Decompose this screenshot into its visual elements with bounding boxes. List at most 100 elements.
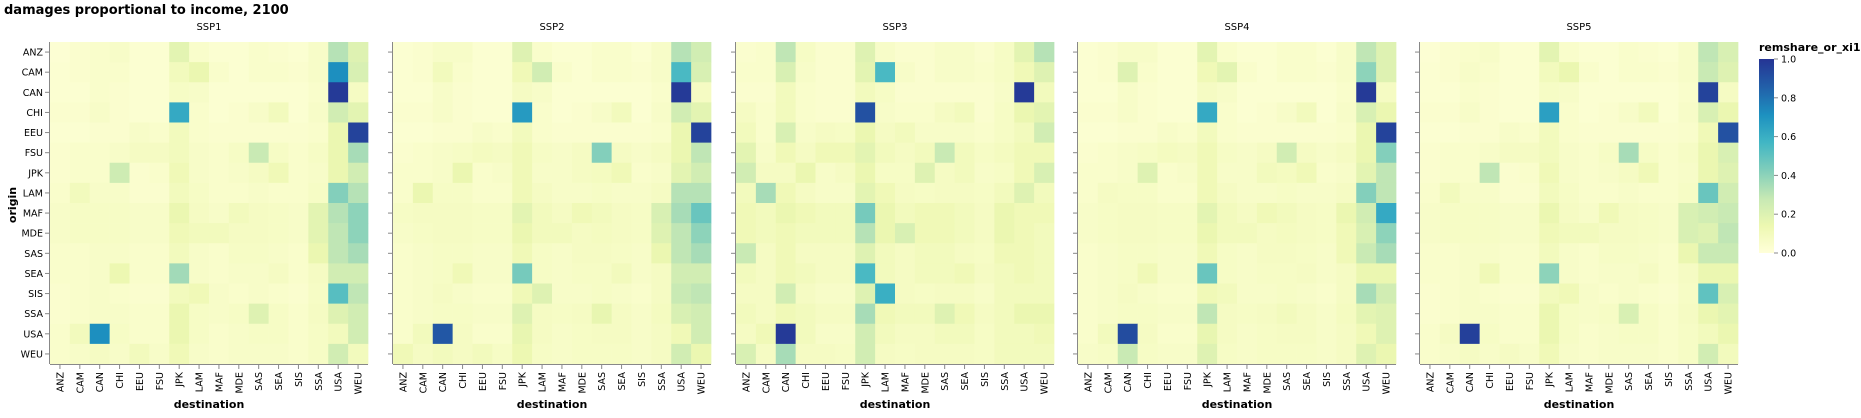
heatmap-cell (169, 283, 190, 304)
heatmap-cell (209, 323, 230, 345)
heatmap-cell (895, 182, 916, 204)
heatmap-cell (1718, 82, 1739, 103)
x-tick-label: USA (1704, 372, 1715, 392)
heatmap-cell (288, 102, 309, 123)
heatmap-cell (209, 82, 230, 103)
heatmap-cell (348, 303, 369, 325)
heatmap-cell (1097, 243, 1119, 264)
heatmap-cell (691, 283, 712, 304)
heatmap-cell (1276, 122, 1297, 143)
heatmap-cell (308, 243, 329, 264)
heatmap-cell (50, 343, 71, 365)
heatmap-cell (974, 303, 995, 325)
heatmap-cell (492, 162, 513, 184)
heatmap-cell (472, 303, 493, 325)
heatmap-cell (1479, 323, 1500, 345)
x-tick-label: SIS (1322, 372, 1333, 387)
heatmap-cell (552, 42, 573, 63)
heatmap-cell (934, 243, 955, 264)
heatmap-cell (1698, 303, 1719, 325)
heatmap-cell (492, 82, 513, 103)
heatmap-cell (835, 62, 856, 83)
heatmap-cell (1256, 122, 1278, 143)
heatmap-cell (1276, 223, 1297, 244)
heatmap-cell (552, 343, 573, 365)
heatmap-cell (328, 142, 349, 164)
heatmap-cell (611, 223, 632, 244)
heatmap-cell (1376, 102, 1397, 123)
heatmap-cell (552, 243, 573, 264)
heatmap-cell (512, 102, 533, 123)
x-tick-label: FSU (155, 372, 166, 390)
heatmap-cell (1519, 243, 1540, 264)
x-tick-label: CAM (761, 372, 772, 393)
heatmap-cell (795, 343, 816, 365)
heatmap-cell (1177, 82, 1198, 103)
heatmap-cell (1638, 142, 1659, 164)
x-tick-label: SAS (1282, 372, 1293, 391)
heatmap-cell (268, 343, 289, 365)
heatmap-cell (974, 203, 995, 224)
x-tick-label: CAM (1445, 372, 1456, 393)
heatmap-cell (1519, 343, 1540, 365)
heatmap-cell (1316, 182, 1337, 204)
heatmap-cell (571, 42, 593, 63)
x-tick-label: LAM (195, 372, 206, 392)
heatmap-cell (1459, 182, 1480, 204)
heatmap-cell (775, 203, 796, 224)
heatmap-cell (875, 303, 896, 325)
heatmap-cell (1718, 203, 1739, 224)
heatmap-cell (611, 182, 632, 204)
heatmap-cell (228, 283, 250, 304)
heatmap-cell (1499, 142, 1520, 164)
heatmap-cell (795, 102, 816, 123)
heatmap-cell (1097, 142, 1119, 164)
heatmap-cell (472, 223, 493, 244)
heatmap-cell (631, 162, 652, 184)
heatmap-cell (611, 263, 632, 284)
x-tick-label: CAM (1103, 372, 1114, 393)
x-tick-label: FSU (1183, 372, 1194, 390)
heatmap-cell (1097, 283, 1119, 304)
heatmap-cell (1356, 162, 1377, 184)
heatmap-cell (1499, 62, 1520, 83)
heatmap-cell (50, 283, 71, 304)
heatmap-cell (288, 42, 309, 63)
heatmap-cell (1177, 263, 1198, 284)
heatmap-cell (1137, 102, 1158, 123)
heatmap-cell (1217, 82, 1238, 103)
heatmap-cell (89, 263, 110, 284)
heatmap-cell (1336, 162, 1357, 184)
heatmap-cell (552, 323, 573, 345)
heatmap-cell (228, 122, 250, 143)
heatmap-cell (1356, 283, 1377, 304)
heatmap-cell (591, 122, 612, 143)
heatmap-cell (875, 243, 896, 264)
x-tick-label: LAM (1565, 372, 1576, 392)
heatmap-cell (671, 102, 692, 123)
heatmap-cell (691, 162, 712, 184)
heatmap-cell (611, 42, 632, 63)
heatmap-cell (432, 42, 453, 63)
heatmap-cell (412, 142, 434, 164)
heatmap-cell (1237, 122, 1258, 143)
heatmap-cell (914, 182, 936, 204)
heatmap-cell (228, 243, 250, 264)
heatmap-cell (472, 42, 493, 63)
heatmap-cell (1177, 343, 1198, 365)
heatmap-cell (69, 343, 91, 365)
heatmap-cell (795, 303, 816, 325)
heatmap-cell (472, 283, 493, 304)
heatmap-cell (89, 323, 110, 345)
heatmap-cell (228, 162, 250, 184)
heatmap-cell (1519, 323, 1540, 345)
x-tick-label: CHI (801, 372, 812, 389)
x-tick-label: ANZ (1425, 372, 1436, 393)
heatmap-cell (228, 102, 250, 123)
heatmap-cell (755, 162, 777, 184)
heatmap-cell (348, 42, 369, 63)
x-tick-label: JPK (1203, 371, 1214, 388)
heatmap-cell (1137, 142, 1158, 164)
heatmap-cell (1078, 122, 1099, 143)
